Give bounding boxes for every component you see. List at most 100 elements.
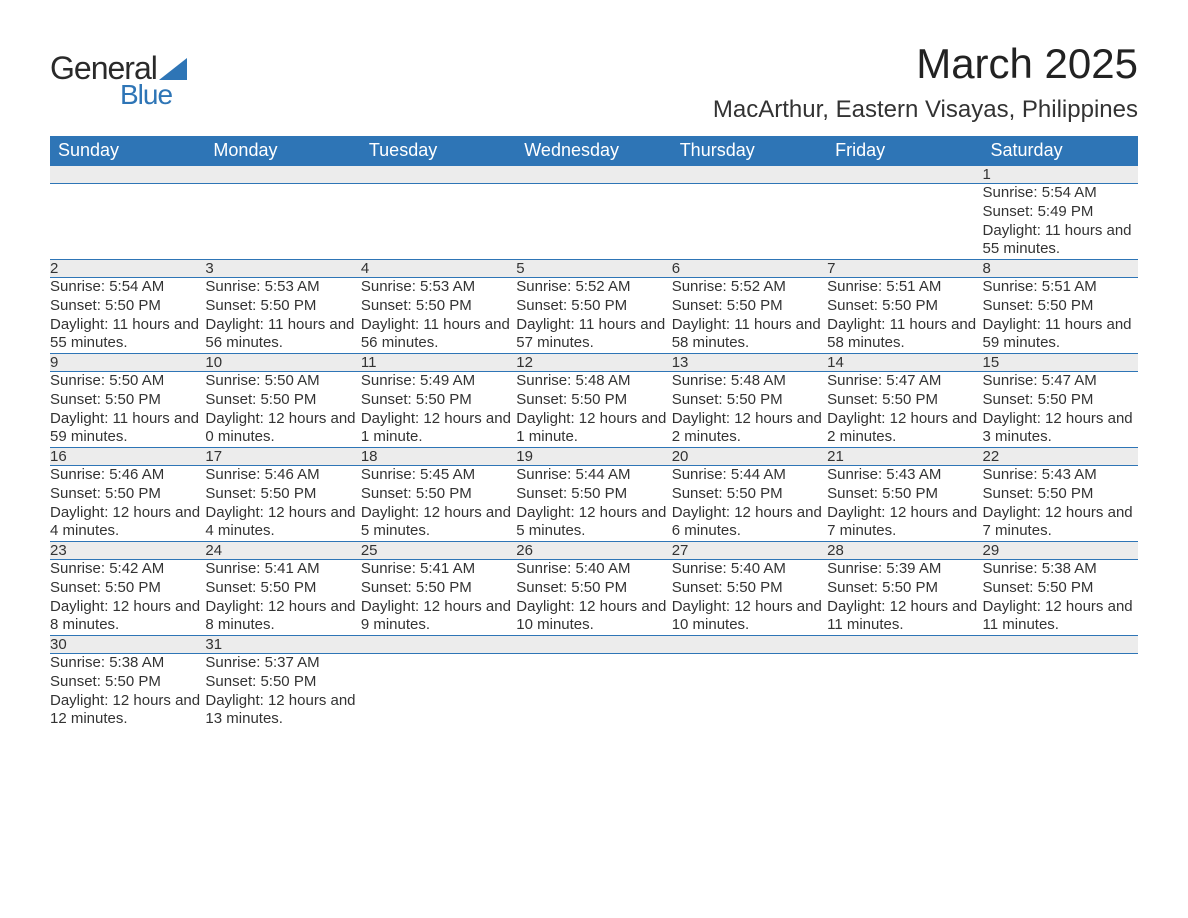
week-content-row: Sunrise: 5:54 AMSunset: 5:49 PMDaylight:… xyxy=(50,184,1138,260)
day-cell: Sunrise: 5:54 AMSunset: 5:49 PMDaylight:… xyxy=(983,184,1138,260)
day-cell xyxy=(516,654,671,730)
day-number: 4 xyxy=(361,260,516,278)
day-cell xyxy=(361,184,516,260)
logo-triangle-icon xyxy=(159,58,187,80)
day-number: 26 xyxy=(516,542,671,560)
day-cell: Sunrise: 5:50 AMSunset: 5:50 PMDaylight:… xyxy=(50,372,205,448)
day-header: Friday xyxy=(827,136,982,166)
day-number xyxy=(827,636,982,654)
day-cell: Sunrise: 5:47 AMSunset: 5:50 PMDaylight:… xyxy=(983,372,1138,448)
week-daynum-row: 2345678 xyxy=(50,260,1138,278)
day-number: 15 xyxy=(983,354,1138,372)
day-cell xyxy=(516,184,671,260)
day-number: 1 xyxy=(983,166,1138,184)
day-number: 5 xyxy=(516,260,671,278)
week-daynum-row: 1 xyxy=(50,166,1138,184)
day-number xyxy=(516,636,671,654)
day-cell xyxy=(827,654,982,730)
day-number xyxy=(361,636,516,654)
day-header-row: Sunday Monday Tuesday Wednesday Thursday… xyxy=(50,136,1138,166)
day-cell: Sunrise: 5:54 AMSunset: 5:50 PMDaylight:… xyxy=(50,278,205,354)
day-number: 23 xyxy=(50,542,205,560)
day-cell: Sunrise: 5:50 AMSunset: 5:50 PMDaylight:… xyxy=(205,372,360,448)
day-cell: Sunrise: 5:48 AMSunset: 5:50 PMDaylight:… xyxy=(516,372,671,448)
day-cell: Sunrise: 5:43 AMSunset: 5:50 PMDaylight:… xyxy=(983,466,1138,542)
day-number xyxy=(361,166,516,184)
week-daynum-row: 3031 xyxy=(50,636,1138,654)
day-cell xyxy=(50,184,205,260)
day-cell: Sunrise: 5:37 AMSunset: 5:50 PMDaylight:… xyxy=(205,654,360,730)
day-number: 13 xyxy=(672,354,827,372)
day-cell: Sunrise: 5:48 AMSunset: 5:50 PMDaylight:… xyxy=(672,372,827,448)
day-number xyxy=(672,636,827,654)
day-number: 25 xyxy=(361,542,516,560)
day-number: 31 xyxy=(205,636,360,654)
day-cell: Sunrise: 5:47 AMSunset: 5:50 PMDaylight:… xyxy=(827,372,982,448)
day-number: 27 xyxy=(672,542,827,560)
day-number: 11 xyxy=(361,354,516,372)
day-cell: Sunrise: 5:39 AMSunset: 5:50 PMDaylight:… xyxy=(827,560,982,636)
day-number: 30 xyxy=(50,636,205,654)
day-cell: Sunrise: 5:38 AMSunset: 5:50 PMDaylight:… xyxy=(983,560,1138,636)
week-daynum-row: 9101112131415 xyxy=(50,354,1138,372)
day-cell: Sunrise: 5:43 AMSunset: 5:50 PMDaylight:… xyxy=(827,466,982,542)
week-content-row: Sunrise: 5:46 AMSunset: 5:50 PMDaylight:… xyxy=(50,466,1138,542)
day-number: 14 xyxy=(827,354,982,372)
week-daynum-row: 16171819202122 xyxy=(50,448,1138,466)
week-daynum-row: 23242526272829 xyxy=(50,542,1138,560)
day-cell: Sunrise: 5:40 AMSunset: 5:50 PMDaylight:… xyxy=(516,560,671,636)
day-number: 20 xyxy=(672,448,827,466)
day-cell xyxy=(983,654,1138,730)
week-content-row: Sunrise: 5:50 AMSunset: 5:50 PMDaylight:… xyxy=(50,372,1138,448)
day-number: 16 xyxy=(50,448,205,466)
day-cell: Sunrise: 5:51 AMSunset: 5:50 PMDaylight:… xyxy=(983,278,1138,354)
day-number: 8 xyxy=(983,260,1138,278)
page-title: March 2025 xyxy=(713,40,1138,88)
day-cell: Sunrise: 5:46 AMSunset: 5:50 PMDaylight:… xyxy=(205,466,360,542)
week-content-row: Sunrise: 5:42 AMSunset: 5:50 PMDaylight:… xyxy=(50,560,1138,636)
day-cell xyxy=(672,654,827,730)
day-number xyxy=(672,166,827,184)
day-cell: Sunrise: 5:41 AMSunset: 5:50 PMDaylight:… xyxy=(361,560,516,636)
day-number xyxy=(205,166,360,184)
day-number xyxy=(516,166,671,184)
day-cell: Sunrise: 5:49 AMSunset: 5:50 PMDaylight:… xyxy=(361,372,516,448)
day-number: 9 xyxy=(50,354,205,372)
day-cell: Sunrise: 5:51 AMSunset: 5:50 PMDaylight:… xyxy=(827,278,982,354)
day-cell xyxy=(205,184,360,260)
day-number: 19 xyxy=(516,448,671,466)
day-cell: Sunrise: 5:45 AMSunset: 5:50 PMDaylight:… xyxy=(361,466,516,542)
day-cell xyxy=(672,184,827,260)
day-cell: Sunrise: 5:52 AMSunset: 5:50 PMDaylight:… xyxy=(516,278,671,354)
calendar-table: Sunday Monday Tuesday Wednesday Thursday… xyxy=(50,136,1138,729)
day-header: Saturday xyxy=(983,136,1138,166)
day-cell: Sunrise: 5:40 AMSunset: 5:50 PMDaylight:… xyxy=(672,560,827,636)
day-number: 3 xyxy=(205,260,360,278)
day-cell xyxy=(827,184,982,260)
day-number: 18 xyxy=(361,448,516,466)
week-content-row: Sunrise: 5:38 AMSunset: 5:50 PMDaylight:… xyxy=(50,654,1138,730)
day-cell: Sunrise: 5:42 AMSunset: 5:50 PMDaylight:… xyxy=(50,560,205,636)
day-number: 2 xyxy=(50,260,205,278)
day-cell: Sunrise: 5:38 AMSunset: 5:50 PMDaylight:… xyxy=(50,654,205,730)
logo-text-blue: Blue xyxy=(120,79,187,111)
day-number: 10 xyxy=(205,354,360,372)
day-cell xyxy=(361,654,516,730)
day-number: 28 xyxy=(827,542,982,560)
day-header: Sunday xyxy=(50,136,205,166)
day-number: 29 xyxy=(983,542,1138,560)
day-header: Monday xyxy=(205,136,360,166)
logo: General Blue xyxy=(50,50,187,111)
day-cell: Sunrise: 5:53 AMSunset: 5:50 PMDaylight:… xyxy=(361,278,516,354)
day-header: Thursday xyxy=(672,136,827,166)
day-cell: Sunrise: 5:44 AMSunset: 5:50 PMDaylight:… xyxy=(672,466,827,542)
day-header: Tuesday xyxy=(361,136,516,166)
day-number: 17 xyxy=(205,448,360,466)
day-number: 6 xyxy=(672,260,827,278)
week-content-row: Sunrise: 5:54 AMSunset: 5:50 PMDaylight:… xyxy=(50,278,1138,354)
day-cell: Sunrise: 5:46 AMSunset: 5:50 PMDaylight:… xyxy=(50,466,205,542)
day-cell: Sunrise: 5:53 AMSunset: 5:50 PMDaylight:… xyxy=(205,278,360,354)
day-number xyxy=(50,166,205,184)
location-subtitle: MacArthur, Eastern Visayas, Philippines xyxy=(713,96,1138,124)
day-cell: Sunrise: 5:41 AMSunset: 5:50 PMDaylight:… xyxy=(205,560,360,636)
